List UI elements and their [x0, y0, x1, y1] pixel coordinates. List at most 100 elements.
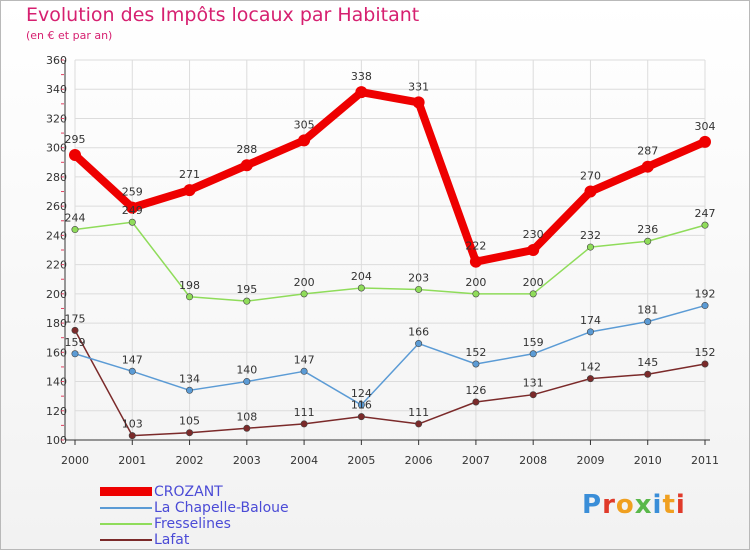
data-label-lafat-2010: 145: [637, 356, 658, 369]
data-label-fresselines-2005: 204: [351, 270, 372, 283]
data-point-crozant-2000: [69, 149, 81, 161]
logo-letter: P: [582, 490, 603, 520]
legend-label-fresselines: Fresselines: [154, 516, 231, 532]
data-label-lafat-2009: 142: [580, 361, 601, 374]
data-label-lafat-2003: 108: [236, 410, 257, 423]
data-point-lafat-2002: [186, 429, 194, 437]
y-tick-label-200: 200: [46, 288, 67, 301]
data-label-fresselines-2006: 203: [408, 271, 429, 284]
data-label-lafat-2007: 126: [465, 384, 486, 397]
x-tick-label-2001: 2001: [118, 454, 146, 467]
data-point-lafat-2000: [71, 326, 79, 334]
x-tick-label-2007: 2007: [462, 454, 490, 467]
y-tick-label-160: 160: [46, 346, 67, 359]
x-tick-label-2004: 2004: [290, 454, 318, 467]
legend-label-lafat: Lafat: [154, 532, 190, 548]
data-point-la-chapelle-baloue-2000: [71, 350, 79, 358]
y-tick-label-360: 360: [46, 54, 67, 67]
legend-swatch-fresselines: [100, 523, 152, 525]
y-tick-label-220: 220: [46, 259, 67, 272]
data-point-crozant-2005: [355, 86, 368, 99]
data-point-fresselines-2001: [128, 218, 136, 226]
data-label-lafat-2000: 175: [65, 312, 86, 325]
data-label-la-chapelle-baloue-2004: 147: [294, 353, 315, 366]
data-label-la-chapelle-baloue-2011: 192: [695, 288, 716, 301]
data-label-fresselines-2007: 200: [465, 276, 486, 289]
data-point-fresselines-2002: [186, 293, 194, 301]
data-label-crozant-2009: 270: [580, 170, 601, 183]
data-point-fresselines-2005: [357, 284, 365, 292]
data-label-fresselines-2000: 244: [65, 212, 86, 225]
data-point-fresselines-2003: [243, 297, 251, 305]
data-point-la-chapelle-baloue-2003: [243, 378, 251, 386]
data-point-lafat-2010: [644, 370, 652, 378]
data-label-lafat-2008: 131: [523, 377, 544, 390]
series-line-lafat: [74, 329, 706, 437]
data-label-crozant-2005: 338: [351, 70, 372, 83]
data-label-crozant-2010: 287: [637, 145, 658, 158]
x-tick-label-2011: 2011: [691, 454, 719, 467]
data-label-fresselines-2010: 236: [637, 223, 658, 236]
data-point-crozant-2003: [240, 159, 253, 172]
data-point-fresselines-2008: [529, 290, 537, 298]
data-label-crozant-2002: 271: [179, 168, 200, 181]
data-point-fresselines-2009: [586, 243, 594, 251]
series-lines: [69, 86, 711, 440]
data-point-crozant-2007: [469, 255, 482, 268]
data-label-fresselines-2002: 198: [179, 279, 200, 292]
data-label-la-chapelle-baloue-2010: 181: [637, 304, 658, 317]
data-label-la-chapelle-baloue-2002: 134: [179, 372, 200, 385]
x-tick-label-2002: 2002: [176, 454, 204, 467]
proxiti-logo: Proxiti: [582, 490, 686, 520]
legend-swatch-la-chapelle-baloue: [100, 507, 152, 509]
data-point-la-chapelle-baloue-2001: [128, 367, 136, 375]
data-label-crozant-2000: 295: [65, 133, 86, 146]
data-label-la-chapelle-baloue-2006: 166: [408, 326, 429, 339]
y-tick-label-300: 300: [46, 142, 67, 155]
data-point-lafat-2011: [701, 360, 709, 368]
data-label-la-chapelle-baloue-2001: 147: [122, 353, 143, 366]
legend-swatch-lafat: [100, 539, 152, 541]
legend-label-crozant: CROZANT: [154, 484, 223, 500]
data-point-la-chapelle-baloue-2002: [186, 386, 194, 394]
data-label-fresselines-2004: 200: [294, 276, 315, 289]
series-line-crozant: [71, 88, 709, 266]
data-label-la-chapelle-baloue-2009: 174: [580, 314, 601, 327]
data-label-fresselines-2009: 232: [580, 229, 601, 242]
data-label-lafat-2004: 111: [294, 406, 315, 419]
data-label-la-chapelle-baloue-2007: 152: [465, 346, 486, 359]
data-point-fresselines-2004: [300, 290, 308, 298]
grid-lines: [74, 59, 706, 441]
data-label-fresselines-2001: 249: [122, 204, 143, 217]
data-label-fresselines-2011: 247: [695, 207, 716, 220]
y-tick-label-140: 140: [46, 376, 67, 389]
y-tick-label-120: 120: [46, 405, 67, 418]
data-point-fresselines-2006: [415, 285, 423, 293]
data-point-lafat-2008: [529, 391, 537, 399]
data-label-lafat-2001: 103: [122, 418, 143, 431]
y-tick-label-180: 180: [46, 317, 67, 330]
data-point-la-chapelle-baloue-2005: [357, 401, 365, 409]
data-point-la-chapelle-baloue-2004: [300, 367, 308, 375]
logo-letter: i: [675, 490, 686, 520]
logo-letter: x: [634, 490, 653, 520]
chart-subtitle: (en € et par an): [26, 29, 113, 42]
axes: 100 120 140 160 180 200 220 240 260 280 300 320 340 3…: [46, 54, 719, 467]
chart-title: Evolution des Impôts locaux par Habitant: [26, 4, 420, 26]
data-label-crozant-2007: 222: [465, 240, 486, 253]
data-point-lafat-2003: [243, 424, 251, 432]
data-label-lafat-2006: 111: [408, 406, 429, 419]
data-point-la-chapelle-baloue-2006: [415, 340, 423, 348]
data-label-crozant-2001: 259: [122, 186, 143, 199]
data-point-crozant-2002: [183, 184, 196, 197]
data-label-la-chapelle-baloue-2000: 159: [65, 336, 86, 349]
data-label-crozant-2006: 331: [408, 80, 429, 93]
data-point-lafat-2009: [586, 375, 594, 383]
data-point-fresselines-2007: [472, 290, 480, 298]
x-tick-label-2000: 2000: [61, 454, 89, 467]
data-point-crozant-2006: [412, 96, 425, 109]
y-tick-label-280: 280: [46, 171, 67, 184]
data-point-lafat-2007: [472, 398, 480, 406]
x-tick-label-2010: 2010: [634, 454, 662, 467]
